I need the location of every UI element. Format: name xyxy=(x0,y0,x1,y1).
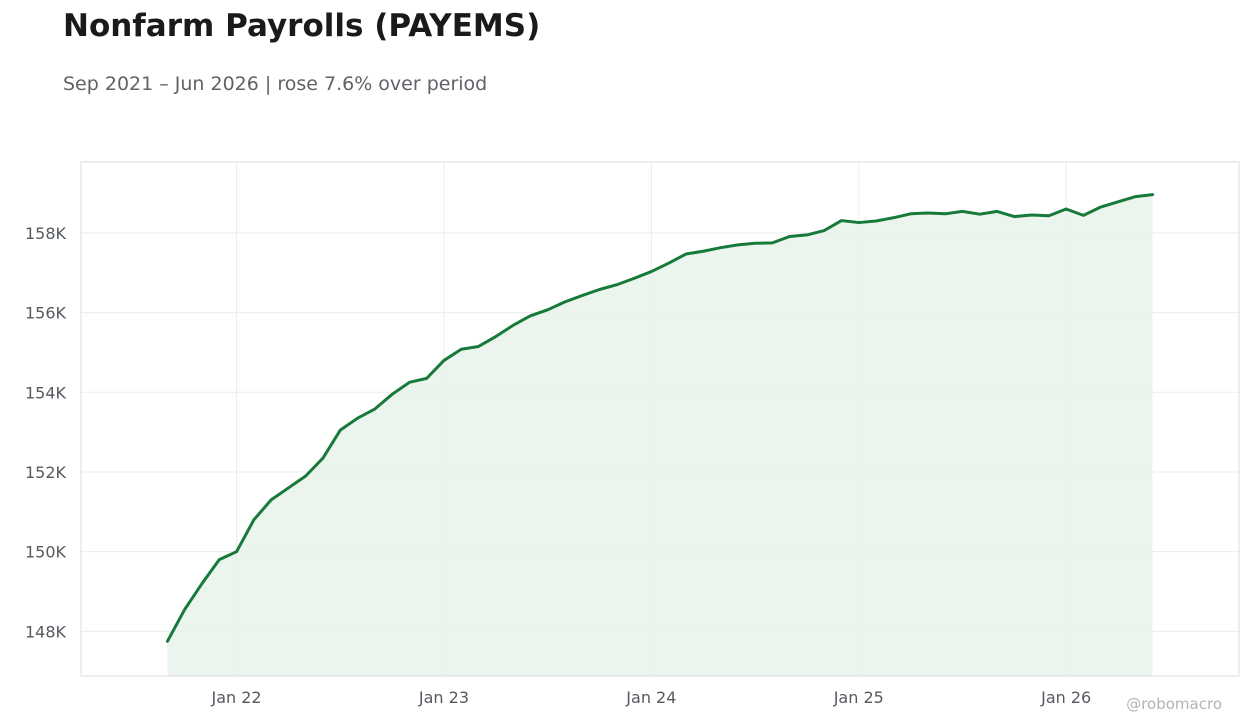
data-point xyxy=(321,457,324,460)
chart-title: Nonfarm Payrolls (PAYEMS) xyxy=(63,8,541,44)
data-point xyxy=(287,486,290,489)
data-point xyxy=(754,242,757,245)
data-point xyxy=(857,221,860,224)
data-point xyxy=(996,210,999,213)
data-point xyxy=(529,314,532,317)
data-point xyxy=(270,498,273,501)
x-tick-label: Jan 26 xyxy=(1040,688,1091,707)
data-point xyxy=(1030,213,1033,216)
data-point xyxy=(442,359,445,362)
data-point xyxy=(494,335,497,338)
data-point xyxy=(1117,200,1120,203)
data-point xyxy=(1099,206,1102,209)
data-point xyxy=(909,212,912,215)
data-point xyxy=(650,270,653,273)
area-layer xyxy=(167,194,1153,677)
data-point xyxy=(373,408,376,411)
data-point xyxy=(615,283,618,286)
data-point xyxy=(667,262,670,265)
y-tick-label: 148K xyxy=(25,622,67,641)
plot-border xyxy=(80,161,1240,677)
data-point xyxy=(736,243,739,246)
x-tick-label: Jan 24 xyxy=(625,688,676,707)
data-point xyxy=(218,558,221,561)
data-point xyxy=(633,277,636,280)
line-layer xyxy=(165,193,1155,643)
data-point xyxy=(978,213,981,216)
y-tick-label: 154K xyxy=(25,383,67,402)
data-point xyxy=(961,210,964,213)
data-point xyxy=(563,300,566,303)
data-point xyxy=(1151,193,1154,196)
data-point xyxy=(1134,195,1137,198)
data-point xyxy=(892,216,895,219)
data-point xyxy=(460,348,463,351)
plot-frame xyxy=(80,161,1240,677)
data-point xyxy=(425,377,428,380)
data-point xyxy=(926,212,929,215)
data-point xyxy=(200,582,203,585)
series-area-fill xyxy=(167,194,1153,677)
chart-subtitle: Sep 2021 – Jun 2026 | rose 7.6% over per… xyxy=(63,73,488,95)
data-point xyxy=(235,550,238,553)
data-point xyxy=(840,219,843,222)
data-point xyxy=(598,288,601,291)
data-point xyxy=(684,253,687,256)
data-point xyxy=(512,324,515,327)
y-tick-label: 150K xyxy=(25,543,67,562)
data-point xyxy=(356,417,359,420)
data-point xyxy=(1065,208,1068,211)
data-point xyxy=(391,393,394,396)
data-point xyxy=(408,381,411,384)
watermark: @robomacro xyxy=(1126,695,1222,713)
y-tick-label: 156K xyxy=(25,304,67,323)
data-point xyxy=(339,429,342,432)
data-point xyxy=(166,640,169,643)
data-point xyxy=(719,246,722,249)
x-tick-label: Jan 22 xyxy=(210,688,261,707)
tick-layer: 148K 150K 152K 154K 156K 158K Jan 22 Jan 23 Jan … xyxy=(25,224,1091,707)
data-point xyxy=(1047,214,1050,217)
data-point xyxy=(805,233,808,236)
data-point xyxy=(304,474,307,477)
data-point xyxy=(788,235,791,238)
data-point xyxy=(771,241,774,244)
data-point xyxy=(581,294,584,297)
data-point xyxy=(252,518,255,521)
data-point xyxy=(477,345,480,348)
y-tick-label: 158K xyxy=(25,224,67,243)
y-tick-label: 152K xyxy=(25,463,67,482)
data-point xyxy=(823,229,826,232)
x-tick-label: Jan 23 xyxy=(418,688,469,707)
data-point xyxy=(183,608,186,611)
x-tick-label: Jan 25 xyxy=(833,688,884,707)
data-point xyxy=(875,219,878,222)
data-point xyxy=(546,308,549,311)
series-line xyxy=(165,193,1155,643)
data-point xyxy=(944,212,947,215)
data-point xyxy=(702,250,705,253)
data-point xyxy=(1082,214,1085,217)
data-point xyxy=(1013,215,1016,218)
